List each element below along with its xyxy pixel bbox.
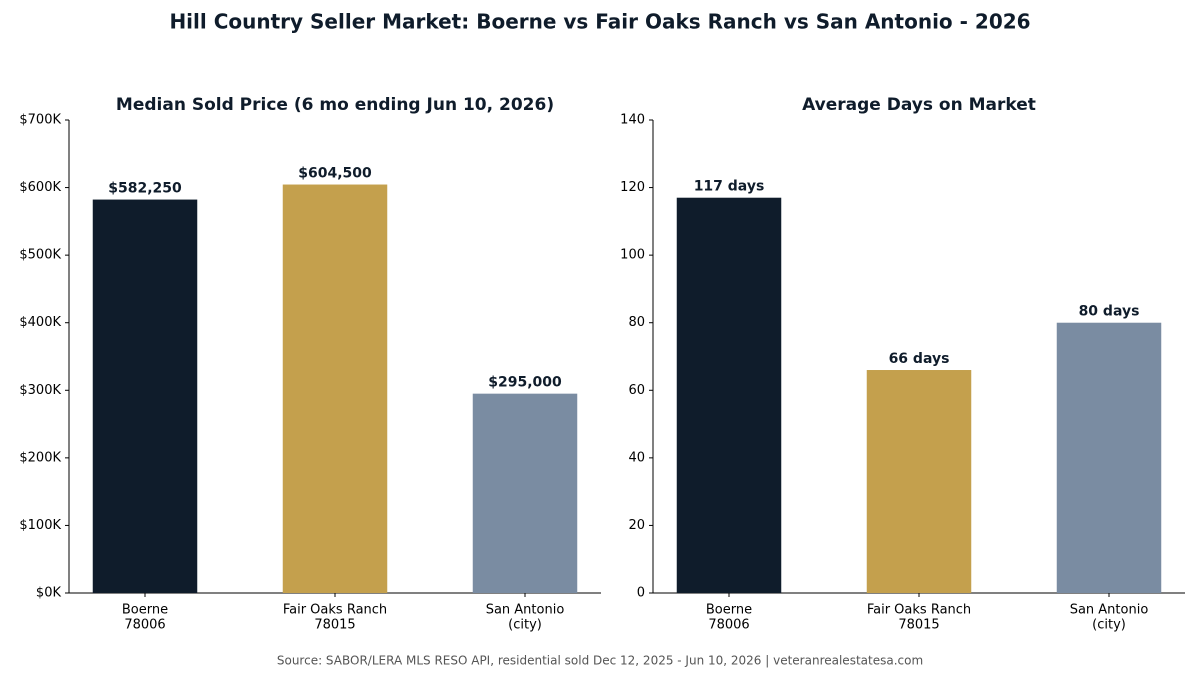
x-tick-label: Fair Oaks Ranch (283, 603, 387, 618)
bar (676, 197, 782, 593)
x-tick-label: (city) (508, 618, 542, 633)
y-tick-label: $600K (19, 180, 61, 195)
x-tick-label: 78006 (708, 618, 749, 633)
y-tick-label: 40 (628, 450, 645, 465)
y-tick-label: $500K (19, 248, 61, 263)
y-tick-label: 0 (637, 586, 645, 601)
y-tick-label: 80 (628, 315, 645, 330)
y-tick-label: $400K (19, 315, 61, 330)
y-tick-label: 140 (620, 113, 645, 128)
bar (92, 199, 198, 593)
bar (1056, 322, 1162, 593)
x-tick-label: (city) (1092, 618, 1126, 633)
value-label: 117 days (694, 179, 765, 195)
x-tick-label: Fair Oaks Ranch (867, 603, 971, 618)
x-tick-label: 78006 (124, 618, 165, 633)
x-tick-label: San Antonio (486, 603, 565, 618)
value-label: 80 days (1079, 304, 1140, 320)
value-label: $604,500 (298, 166, 372, 182)
x-tick-label: 78015 (898, 618, 939, 633)
bar (866, 370, 972, 593)
x-tick-label: San Antonio (1070, 603, 1149, 618)
y-tick-label: $200K (19, 450, 61, 465)
y-tick-label: $0K (36, 586, 62, 601)
chart-title: Average Days on Market (802, 95, 1036, 115)
x-tick-label: Boerne (706, 603, 752, 618)
x-tick-label: 78015 (314, 618, 355, 633)
bar (472, 393, 578, 593)
y-tick-label: $300K (19, 383, 61, 398)
x-tick-label: Boerne (122, 603, 168, 618)
y-tick-label: $100K (19, 518, 61, 533)
y-tick-label: 120 (620, 180, 645, 195)
y-tick-label: 20 (628, 518, 645, 533)
source-note: Source: SABOR/LERA MLS RESO API, residen… (277, 654, 923, 668)
value-label: $582,250 (108, 181, 182, 197)
y-tick-label: 60 (628, 383, 645, 398)
bar (282, 184, 388, 594)
chart-title: Median Sold Price (6 mo ending Jun 10, 2… (116, 95, 554, 115)
value-label: $295,000 (488, 375, 562, 391)
y-tick-label: 100 (620, 248, 645, 263)
y-tick-label: $700K (19, 113, 61, 128)
page-title: Hill Country Seller Market: Boerne vs Fa… (169, 10, 1030, 34)
value-label: 66 days (889, 351, 950, 367)
